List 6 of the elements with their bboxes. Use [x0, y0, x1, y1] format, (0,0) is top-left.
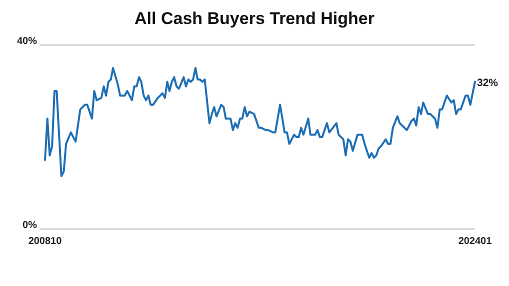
x-tick-label: 200810	[28, 236, 62, 247]
x-tick-label: 202401	[458, 236, 492, 247]
data-label: 32%	[477, 76, 499, 89]
chart-title: All Cash Buyers Trend Higher	[134, 9, 375, 28]
y-tick-label: 40%	[16, 36, 38, 47]
y-tick-label: 0%	[22, 220, 38, 231]
